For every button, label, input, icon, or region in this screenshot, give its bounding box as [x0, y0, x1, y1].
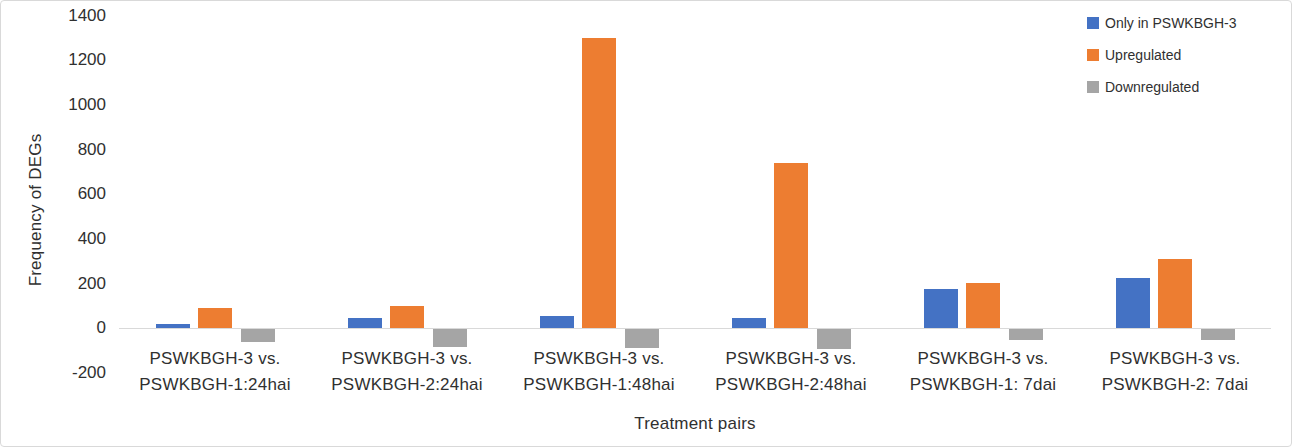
- x-tick-label-line: PSWKBGH-1:48hai: [503, 372, 695, 398]
- bar-upregulated-1: [390, 306, 424, 328]
- x-tick-label: PSWKBGH-3 vs.PSWKBGH-2: 7dai: [1079, 346, 1271, 398]
- legend-item-only-in-pswkbgh-3: Only in PSWKBGH-3: [1087, 13, 1236, 32]
- bar-only-in-pswkbgh-3-3: [732, 318, 766, 328]
- y-tick-label: 600: [44, 181, 106, 207]
- bar-downregulated-0: [241, 329, 275, 341]
- x-tick-label: PSWKBGH-3 vs.PSWKBGH-1:24hai: [119, 346, 311, 398]
- bar-downregulated-4: [1009, 329, 1043, 340]
- legend-item-downregulated: Downregulated: [1087, 77, 1236, 96]
- bar-upregulated-0: [198, 308, 232, 328]
- y-tick-label: 0: [44, 315, 106, 341]
- bar-upregulated-3: [774, 163, 808, 328]
- x-tick-label-line: PSWKBGH-2: 7dai: [1079, 372, 1271, 398]
- legend-swatch-icon: [1087, 81, 1099, 93]
- x-tick-label-line: PSWKBGH-2:48hai: [695, 372, 887, 398]
- bar-upregulated-2: [582, 38, 616, 328]
- y-tick-label: 800: [44, 137, 106, 163]
- legend: Only in PSWKBGH-3 Upregulated Downregulate…: [1087, 13, 1236, 109]
- y-axis-title: Frequency of DEGs: [26, 134, 46, 287]
- x-tick-label: PSWKBGH-3 vs.PSWKBGH-2:48hai: [695, 346, 887, 398]
- y-tick-label: 1000: [44, 92, 106, 118]
- bar-only-in-pswkbgh-3-0: [156, 324, 190, 328]
- bar-upregulated-5: [1158, 259, 1192, 328]
- x-tick-label-line: PSWKBGH-3 vs.: [1079, 346, 1271, 372]
- x-tick-label-line: PSWKBGH-3 vs.: [119, 346, 311, 372]
- y-tick-label: 400: [44, 226, 106, 252]
- bar-downregulated-1: [433, 329, 467, 347]
- legend-label: Upregulated: [1105, 47, 1181, 63]
- bar-upregulated-4: [966, 283, 1000, 329]
- legend-swatch-icon: [1087, 17, 1099, 29]
- legend-label: Downregulated: [1105, 79, 1199, 95]
- y-tick-label: -200: [44, 360, 106, 386]
- x-tick-label-line: PSWKBGH-1:24hai: [119, 372, 311, 398]
- x-tick-label-line: PSWKBGH-3 vs.: [503, 346, 695, 372]
- x-axis-line: [119, 328, 1271, 329]
- y-tick-label: 1200: [44, 47, 106, 73]
- bar-chart-figure: Frequency of DEGs 1400 1200 1000 800 600 400 2…: [0, 0, 1292, 447]
- x-tick-label: PSWKBGH-3 vs.PSWKBGH-2:24hai: [311, 346, 503, 398]
- y-tick-label: 1400: [44, 3, 106, 29]
- x-tick-label-line: PSWKBGH-3 vs.: [695, 346, 887, 372]
- bar-only-in-pswkbgh-3-5: [1116, 278, 1150, 328]
- y-tick-label: 200: [44, 271, 106, 297]
- x-tick-label-line: PSWKBGH-2:24hai: [311, 372, 503, 398]
- x-tick-label: PSWKBGH-3 vs.PSWKBGH-1: 7dai: [887, 346, 1079, 398]
- x-tick-label-line: PSWKBGH-3 vs.: [311, 346, 503, 372]
- x-tick-label-line: PSWKBGH-1: 7dai: [887, 372, 1079, 398]
- bar-only-in-pswkbgh-3-2: [540, 316, 574, 328]
- legend-item-upregulated: Upregulated: [1087, 45, 1236, 64]
- legend-swatch-icon: [1087, 49, 1099, 61]
- x-tick-label: PSWKBGH-3 vs.PSWKBGH-1:48hai: [503, 346, 695, 398]
- legend-label: Only in PSWKBGH-3: [1105, 15, 1236, 31]
- bar-only-in-pswkbgh-3-1: [348, 318, 382, 328]
- x-axis-title: Treatment pairs: [119, 414, 1271, 434]
- bar-only-in-pswkbgh-3-4: [924, 289, 958, 328]
- x-tick-label-line: PSWKBGH-3 vs.: [887, 346, 1079, 372]
- bar-downregulated-5: [1201, 329, 1235, 340]
